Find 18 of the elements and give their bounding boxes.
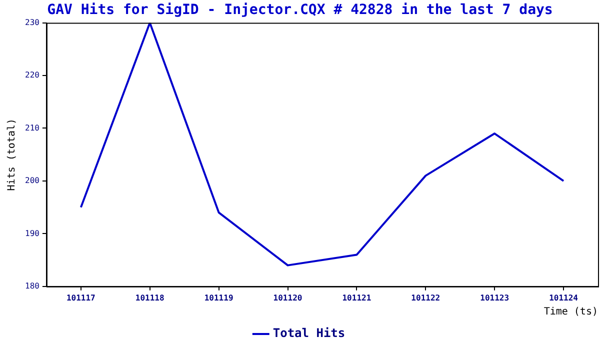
legend-label: Total Hits [272, 326, 346, 340]
chart-title: GAV Hits for SigID - Injector.CQX # 42828 in the last 7 days [47, 2, 553, 18]
y-axis-title: Hits (total) [6, 118, 18, 191]
y-tick-label: 180 [24, 281, 40, 290]
x-tick-label: 101123 [480, 293, 510, 302]
x-tick-label: 101124 [549, 293, 578, 302]
x-tick-label: 101117 [66, 293, 96, 302]
x-tick-label: 101119 [204, 293, 234, 302]
x-tick-label: 101121 [342, 293, 372, 302]
y-tick-label: 220 [24, 70, 40, 80]
x-tick-label: 101118 [135, 293, 164, 302]
x-axis-title: Time (ts) [544, 306, 598, 318]
y-tick-label: 190 [24, 228, 40, 238]
y-tick-label: 230 [24, 18, 40, 27]
y-tick-label: 200 [24, 176, 40, 186]
x-tick-label: 101120 [273, 293, 302, 302]
x-tick-label: 101122 [411, 293, 440, 302]
y-tick-label: 210 [24, 123, 40, 132]
